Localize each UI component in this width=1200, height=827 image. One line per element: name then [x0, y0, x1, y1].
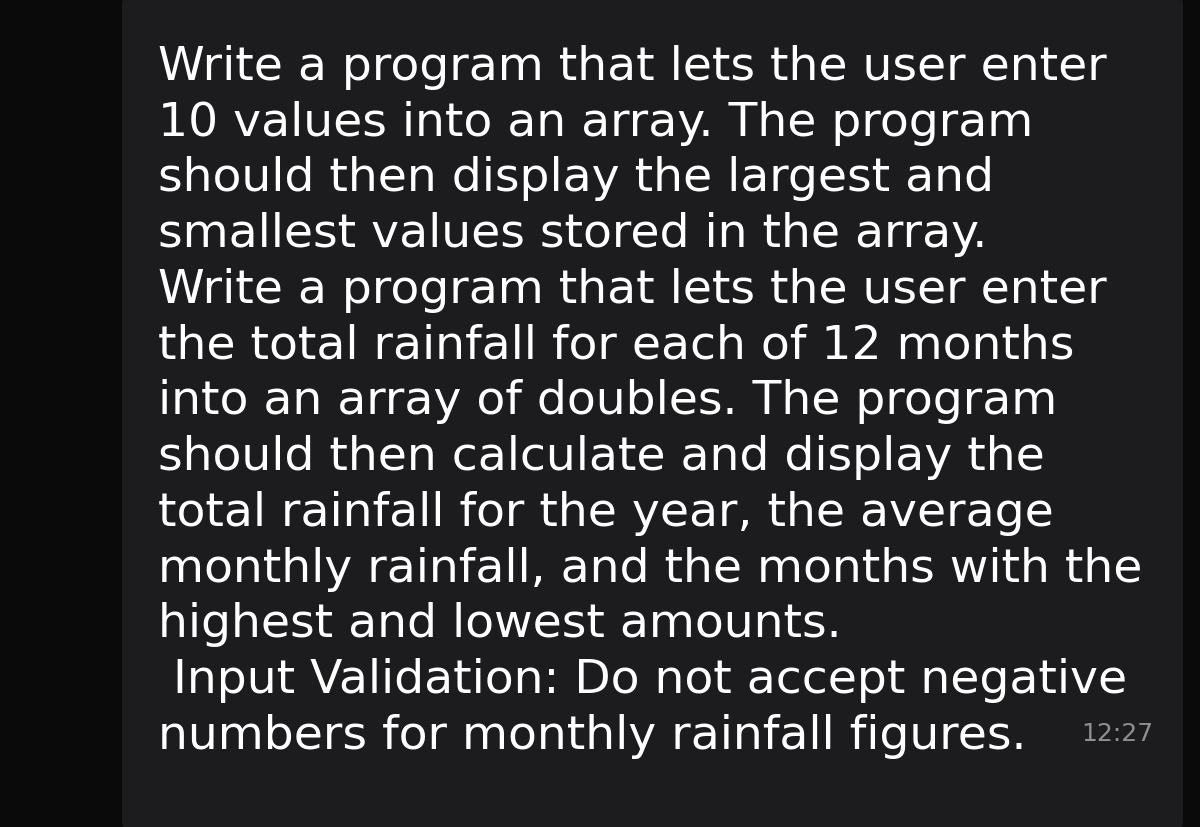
- Text: smallest values stored in the array.: smallest values stored in the array.: [158, 212, 988, 257]
- Text: Write a program that lets the user enter: Write a program that lets the user enter: [158, 268, 1106, 313]
- Text: 10 values into an array. The program: 10 values into an array. The program: [158, 101, 1033, 146]
- Text: the total rainfall for each of 12 months: the total rainfall for each of 12 months: [158, 323, 1074, 368]
- Text: should then calculate and display the: should then calculate and display the: [158, 434, 1045, 480]
- Text: should then display the largest and: should then display the largest and: [158, 156, 994, 201]
- Text: monthly rainfall, and the months with the: monthly rainfall, and the months with th…: [158, 546, 1142, 590]
- Text: numbers for monthly rainfall figures.: numbers for monthly rainfall figures.: [158, 713, 1026, 758]
- Text: Write a program that lets the user enter: Write a program that lets the user enter: [158, 45, 1106, 90]
- Text: 12:27: 12:27: [1081, 721, 1153, 745]
- FancyBboxPatch shape: [122, 0, 1183, 827]
- Text: highest and lowest amounts.: highest and lowest amounts.: [158, 601, 841, 647]
- Text: Input Validation: Do not accept negative: Input Validation: Do not accept negative: [158, 657, 1127, 702]
- Text: into an array of doubles. The program: into an array of doubles. The program: [158, 379, 1057, 423]
- Text: total rainfall for the year, the average: total rainfall for the year, the average: [158, 490, 1054, 535]
